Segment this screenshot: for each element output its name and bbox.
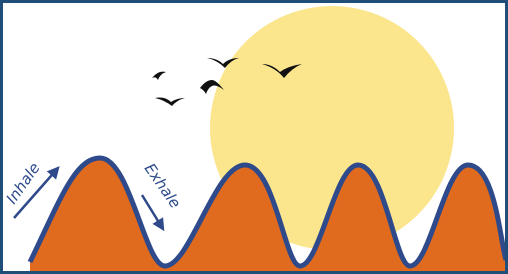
illustration: Inhale Exhale: [0, 0, 508, 274]
